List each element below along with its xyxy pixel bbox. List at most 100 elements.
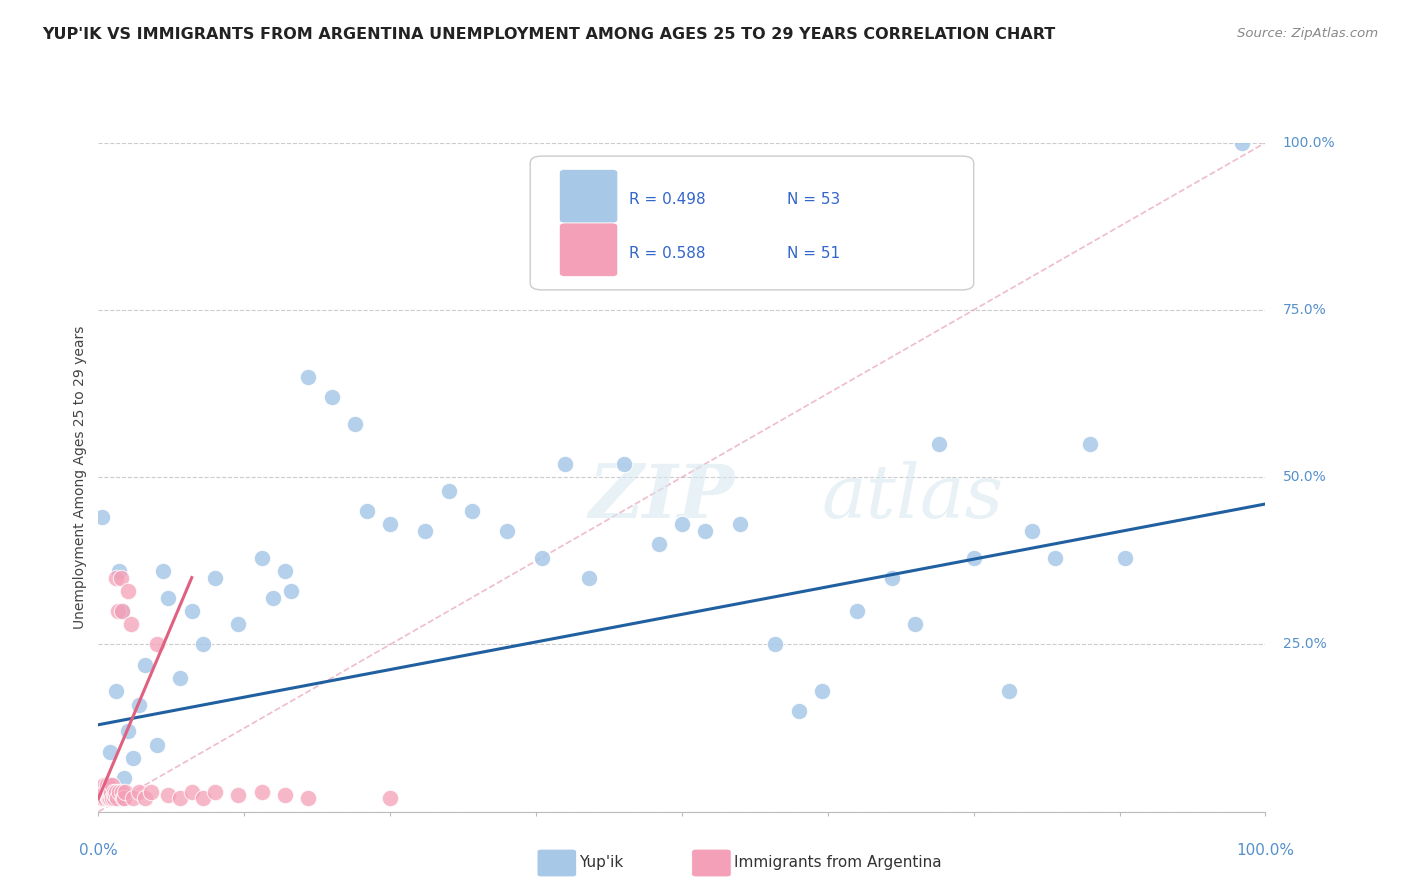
Text: atlas: atlas	[823, 461, 1004, 533]
Point	[845, 604, 868, 618]
Point	[94, 785, 117, 799]
Point	[578, 571, 600, 585]
Point	[787, 705, 810, 719]
Text: R = 0.588: R = 0.588	[630, 245, 706, 260]
Text: Immigrants from Argentina: Immigrants from Argentina	[734, 855, 942, 870]
Point	[100, 785, 122, 799]
Point	[193, 637, 215, 651]
Point	[111, 785, 134, 799]
Point	[98, 744, 121, 758]
FancyBboxPatch shape	[530, 156, 973, 290]
Point	[730, 516, 752, 531]
Point	[101, 778, 124, 792]
Point	[321, 390, 343, 404]
Point	[91, 791, 114, 805]
Text: N = 51: N = 51	[787, 245, 839, 260]
Point	[120, 617, 142, 632]
Point	[262, 591, 284, 605]
Point	[356, 503, 378, 517]
Text: N = 53: N = 53	[787, 192, 841, 207]
Point	[104, 684, 127, 698]
Point	[169, 791, 191, 805]
Point	[111, 604, 134, 618]
Point	[122, 791, 145, 805]
Point	[90, 791, 112, 805]
FancyBboxPatch shape	[560, 223, 617, 277]
Point	[250, 785, 273, 799]
Point	[146, 637, 169, 651]
Point	[139, 785, 162, 799]
Point	[117, 724, 139, 739]
Point	[997, 684, 1019, 698]
Point	[103, 791, 125, 805]
Point	[204, 571, 226, 585]
Point	[180, 604, 202, 618]
Point	[96, 788, 118, 802]
Point	[111, 791, 134, 805]
Point	[97, 791, 120, 805]
Point	[344, 417, 367, 431]
Point	[105, 791, 128, 805]
Point	[554, 457, 576, 471]
Point	[114, 785, 136, 799]
Point	[90, 791, 112, 805]
Point	[274, 788, 297, 802]
Point	[280, 583, 302, 598]
Point	[152, 564, 174, 578]
Point	[763, 637, 786, 651]
Point	[98, 778, 121, 792]
Point	[1021, 524, 1043, 538]
Point	[180, 785, 202, 799]
Point	[880, 571, 903, 585]
Point	[169, 671, 191, 685]
Point	[461, 503, 484, 517]
Point	[378, 791, 402, 805]
Point	[1230, 136, 1253, 150]
Text: YUP'IK VS IMMIGRANTS FROM ARGENTINA UNEMPLOYMENT AMONG AGES 25 TO 29 YEARS CORRE: YUP'IK VS IMMIGRANTS FROM ARGENTINA UNEM…	[42, 27, 1056, 42]
Point	[1045, 550, 1067, 565]
Point	[104, 785, 127, 799]
Point	[928, 436, 950, 450]
Point	[128, 785, 150, 799]
Text: 0.0%: 0.0%	[79, 843, 118, 858]
Point	[157, 788, 180, 802]
Point	[1114, 550, 1136, 565]
Point	[112, 771, 135, 786]
Point	[100, 788, 122, 802]
Point	[647, 537, 669, 551]
Point	[297, 791, 319, 805]
Point	[378, 516, 402, 531]
Point	[108, 785, 131, 799]
Point	[134, 657, 156, 672]
FancyBboxPatch shape	[560, 169, 617, 223]
Text: 100.0%: 100.0%	[1282, 136, 1336, 150]
Point	[97, 785, 120, 799]
Point	[157, 591, 180, 605]
Point	[112, 791, 135, 805]
Text: Source: ZipAtlas.com: Source: ZipAtlas.com	[1237, 27, 1378, 40]
Point	[117, 583, 139, 598]
Point	[90, 785, 112, 799]
Text: 75.0%: 75.0%	[1282, 303, 1327, 317]
Point	[962, 550, 984, 565]
Text: 50.0%: 50.0%	[1282, 470, 1327, 484]
Point	[98, 791, 121, 805]
Point	[103, 785, 125, 799]
Text: ZIP: ZIP	[589, 461, 735, 533]
Point	[104, 571, 127, 585]
Point	[93, 778, 115, 792]
Point	[437, 483, 460, 498]
Point	[107, 604, 129, 618]
Text: 100.0%: 100.0%	[1236, 843, 1295, 858]
Point	[1080, 436, 1102, 450]
Text: Yup'ik: Yup'ik	[579, 855, 623, 870]
Point	[128, 698, 150, 712]
Point	[297, 369, 319, 384]
Point	[96, 778, 118, 792]
Point	[811, 684, 834, 698]
Point	[193, 791, 215, 805]
Point	[612, 457, 634, 471]
Point	[104, 788, 127, 802]
Text: R = 0.498: R = 0.498	[630, 192, 706, 207]
Point	[495, 524, 517, 538]
